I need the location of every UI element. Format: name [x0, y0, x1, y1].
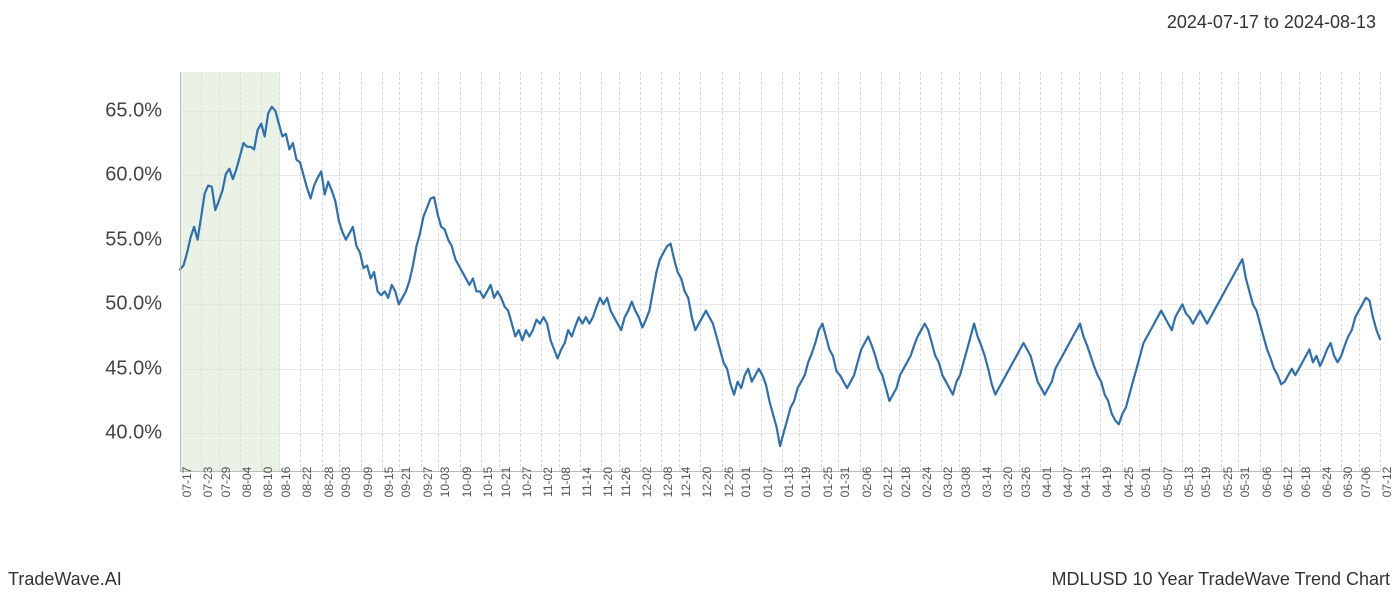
- x-tick-label: 10-27: [520, 467, 534, 498]
- x-tick-label: 05-01: [1139, 467, 1153, 498]
- x-tick-label: 02-06: [860, 467, 874, 498]
- x-tick-label: 05-31: [1238, 467, 1252, 498]
- x-tick-label: 10-15: [481, 467, 495, 498]
- x-tick-label: 06-24: [1320, 467, 1334, 498]
- x-tick-label: 01-01: [739, 467, 753, 498]
- x-tick-label: 06-12: [1281, 467, 1295, 498]
- x-tick-label: 12-14: [679, 467, 693, 498]
- date-range: 2024-07-17 to 2024-08-13: [1167, 12, 1376, 33]
- x-tick-label: 11-26: [619, 467, 633, 497]
- x-tick-label: 03-02: [941, 467, 955, 498]
- x-tick-label: 05-19: [1199, 467, 1213, 498]
- x-tick-label: 08-28: [322, 467, 336, 498]
- x-tick-label: 07-29: [219, 467, 233, 498]
- y-tick-label: 40.0%: [72, 422, 162, 445]
- x-tick-label: 07-23: [201, 467, 215, 498]
- chart-plot-area: [180, 72, 1380, 472]
- x-tick-label: 01-07: [761, 467, 775, 498]
- footer-title: MDLUSD 10 Year TradeWave Trend Chart: [1052, 569, 1391, 590]
- line-series: [180, 72, 1380, 472]
- x-tick-label: 06-06: [1260, 467, 1274, 498]
- y-axis: 40.0%45.0%50.0%55.0%60.0%65.0%: [80, 72, 170, 472]
- y-tick-label: 65.0%: [72, 99, 162, 122]
- x-tick-label: 05-07: [1161, 467, 1175, 498]
- x-tick-label: 04-13: [1079, 467, 1093, 498]
- x-tick-label: 11-02: [541, 467, 555, 497]
- x-tick-label: 12-02: [640, 467, 654, 498]
- x-tick-label: 10-21: [499, 467, 513, 498]
- y-tick-label: 60.0%: [72, 164, 162, 187]
- x-tick-label: 04-07: [1061, 467, 1075, 498]
- x-tick-label: 09-21: [399, 467, 413, 498]
- x-tick-label: 01-25: [821, 467, 835, 498]
- x-tick-label: 08-04: [240, 467, 254, 498]
- x-tick-label: 02-24: [920, 467, 934, 498]
- x-tick-label: 08-10: [261, 467, 275, 498]
- x-tick-label: 06-18: [1299, 467, 1313, 498]
- x-tick-label: 10-09: [460, 467, 474, 498]
- x-tick-label: 04-01: [1040, 467, 1054, 498]
- x-tick-label: 04-19: [1100, 467, 1114, 498]
- x-tick-label: 07-17: [180, 467, 194, 498]
- x-tick-label: 03-08: [959, 467, 973, 498]
- x-tick-label: 12-26: [722, 467, 736, 498]
- x-tick-label: 08-22: [300, 467, 314, 498]
- x-tick-label: 04-25: [1122, 467, 1136, 498]
- x-tick-label: 01-13: [782, 467, 796, 498]
- x-tick-label: 08-16: [279, 467, 293, 498]
- x-tick-label: 06-30: [1341, 467, 1355, 498]
- x-tick-label: 01-31: [838, 467, 852, 498]
- x-tick-label: 12-20: [700, 467, 714, 498]
- x-tick-label: 03-14: [980, 467, 994, 498]
- x-tick-label: 09-27: [421, 467, 435, 498]
- x-tick-label: 11-14: [580, 467, 594, 497]
- x-tick-label: 11-08: [559, 467, 573, 497]
- x-gridline: [1380, 72, 1381, 472]
- x-tick-label: 10-03: [438, 467, 452, 498]
- x-tick-label: 12-08: [661, 467, 675, 498]
- y-tick-label: 55.0%: [72, 228, 162, 251]
- x-tick-label: 07-12: [1380, 467, 1394, 498]
- x-tick-label: 05-13: [1182, 467, 1196, 498]
- x-tick-label: 09-09: [361, 467, 375, 498]
- y-tick-label: 45.0%: [72, 357, 162, 380]
- y-tick-label: 50.0%: [72, 293, 162, 316]
- x-tick-label: 03-26: [1019, 467, 1033, 498]
- brand-label: TradeWave.AI: [8, 569, 122, 590]
- x-tick-label: 05-25: [1221, 467, 1235, 498]
- x-tick-label: 09-15: [382, 467, 396, 498]
- x-tick-label: 02-18: [899, 467, 913, 498]
- x-tick-label: 02-12: [881, 467, 895, 498]
- x-tick-label: 09-03: [339, 467, 353, 498]
- x-tick-label: 03-20: [1001, 467, 1015, 498]
- x-tick-label: 07-06: [1359, 467, 1373, 498]
- x-tick-label: 01-19: [799, 467, 813, 498]
- x-axis: 07-1707-2307-2908-0408-1008-1608-2208-28…: [180, 476, 1380, 556]
- x-tick-label: 11-20: [601, 467, 615, 497]
